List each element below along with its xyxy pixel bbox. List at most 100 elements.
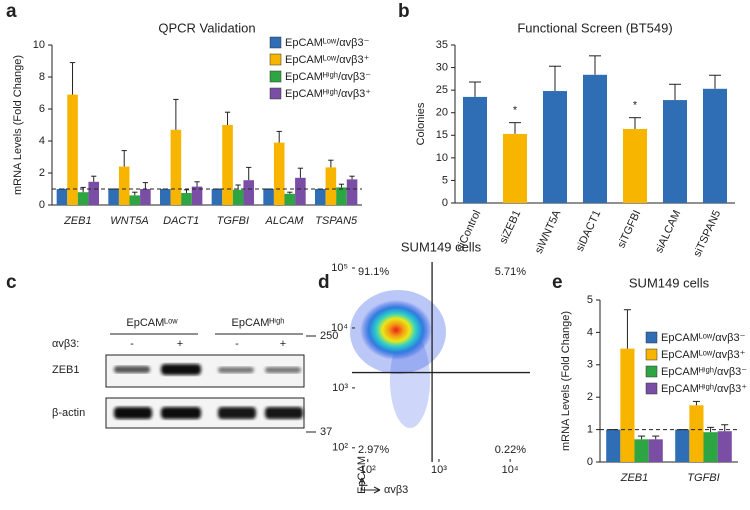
legend-label: EpCAMᴸᵒʷ/αvβ3⁺ [285, 54, 370, 66]
y-tick-label: 4 [587, 326, 593, 338]
legend-swatch [645, 365, 658, 378]
y-tick-label: 10⁴ [331, 322, 348, 334]
legend-swatch [645, 331, 658, 344]
quadrant-label: 2.97% [358, 444, 389, 456]
y-axis-label: EpCAM [356, 456, 368, 494]
lane-label: + [177, 338, 183, 350]
x-tick-label: siDACT1 [574, 208, 603, 253]
y-tick-label: 10⁵ [331, 262, 348, 274]
y-tick-label: 2 [587, 391, 593, 403]
bar [583, 74, 607, 204]
density-core [360, 300, 432, 360]
y-axis-label: mRNA Levels (Fold Change) [12, 55, 24, 195]
bar [243, 180, 255, 205]
blot-row-label: αvβ3: [52, 338, 79, 350]
y-tick-label: 0 [587, 456, 593, 468]
bar [273, 142, 285, 205]
y-tick-label: 3 [587, 359, 593, 371]
legend-swatch [645, 348, 658, 361]
y-tick-label: 10 [33, 39, 45, 51]
y-tick-label: 10 [436, 152, 448, 164]
blot-group: EpCAMᴴⁱᵍʰ [232, 317, 285, 329]
band [114, 407, 152, 419]
panel-label: e [552, 272, 563, 293]
x-tick-label: siTSPAN5 [691, 208, 723, 258]
y-tick-label: 5 [442, 174, 448, 186]
legend-swatch [269, 87, 282, 100]
chart-title: QPCR Validation [158, 20, 255, 35]
legend-swatch [269, 36, 282, 49]
x-tick-label: ZEB1 [620, 472, 649, 484]
bar [129, 195, 141, 205]
bar [336, 187, 347, 205]
bar [620, 348, 635, 462]
legend-label: EpCAMᴴⁱᵍʰ/αvβ3⁻ [285, 71, 371, 83]
lane-label: - [130, 338, 134, 350]
bar [263, 189, 274, 205]
bar [77, 192, 89, 205]
x-tick-label: ALCAM [265, 215, 305, 227]
y-tick-label: 6 [39, 103, 45, 115]
x-axis-label: αvβ3 [384, 484, 408, 496]
y-tick-label: 2 [39, 167, 45, 179]
y-tick-label: 8 [39, 71, 45, 83]
axis-arrows [358, 477, 381, 494]
marker-label: 250 [320, 330, 338, 342]
bar [211, 189, 223, 205]
bar [346, 179, 358, 205]
y-tick-label: 35 [436, 39, 448, 51]
x-tick-label: siTGFBI [615, 208, 643, 250]
y-tick-label: 4 [39, 135, 45, 147]
panel-label: d [318, 272, 330, 293]
y-tick-label: 0 [39, 199, 45, 211]
band [114, 366, 150, 373]
bar [56, 189, 68, 205]
x-tick-label: 10⁴ [502, 464, 519, 476]
x-tick-label: 10³ [431, 464, 447, 476]
y-axis-label: Colonies [415, 102, 427, 145]
bar [181, 193, 192, 205]
legend-label: EpCAMᴴⁱᵍʰ/αvβ3⁺ [661, 383, 747, 395]
band [218, 407, 256, 419]
bar [623, 128, 647, 203]
chart-title: Functional Screen (BT549) [517, 20, 672, 35]
y-tick-label: 10² [332, 442, 348, 454]
legend-swatch [645, 382, 658, 395]
bar [325, 167, 337, 205]
legend-swatch [269, 53, 282, 66]
quadrant-label: 0.22% [495, 444, 526, 456]
bar [118, 166, 130, 205]
panel-label: b [398, 1, 410, 22]
y-tick-label: 0 [442, 197, 448, 209]
bar [284, 193, 296, 205]
quadrant-label: 5.71% [495, 266, 526, 278]
bar [703, 432, 718, 462]
bar [67, 94, 78, 205]
x-tick-label: WNT5A [110, 215, 149, 227]
band [265, 407, 303, 419]
bar [170, 129, 182, 205]
x-tick-label: siWNT5A [533, 208, 564, 256]
y-axis-label: mRNA Levels (Fold Change) [560, 311, 572, 451]
legend-label: EpCAMᴸᵒʷ/αvβ3⁻ [285, 37, 370, 49]
panel-label: c [6, 272, 17, 293]
x-tick-label: ZEB1 [63, 215, 92, 227]
blot-group: EpCAMᴸᵒʷ [126, 317, 178, 329]
x-tick-label: DACT1 [163, 215, 199, 227]
chart-title: SUM149 cells [401, 239, 482, 254]
bar [717, 431, 732, 462]
y-tick-label: 5 [587, 294, 593, 306]
annotation: * [633, 100, 638, 112]
bar [606, 429, 621, 462]
bar [663, 100, 687, 203]
bar [543, 91, 567, 203]
x-tick-label: siZEB1 [497, 208, 523, 245]
x-tick-label: TSPAN5 [315, 215, 358, 227]
band-label: β-actin [52, 407, 85, 419]
bar [191, 186, 203, 205]
band [265, 367, 301, 373]
bar [232, 189, 244, 205]
legend-label: EpCAMᴸᵒʷ/αvβ3⁺ [661, 349, 746, 361]
y-tick-label: 25 [436, 84, 448, 96]
